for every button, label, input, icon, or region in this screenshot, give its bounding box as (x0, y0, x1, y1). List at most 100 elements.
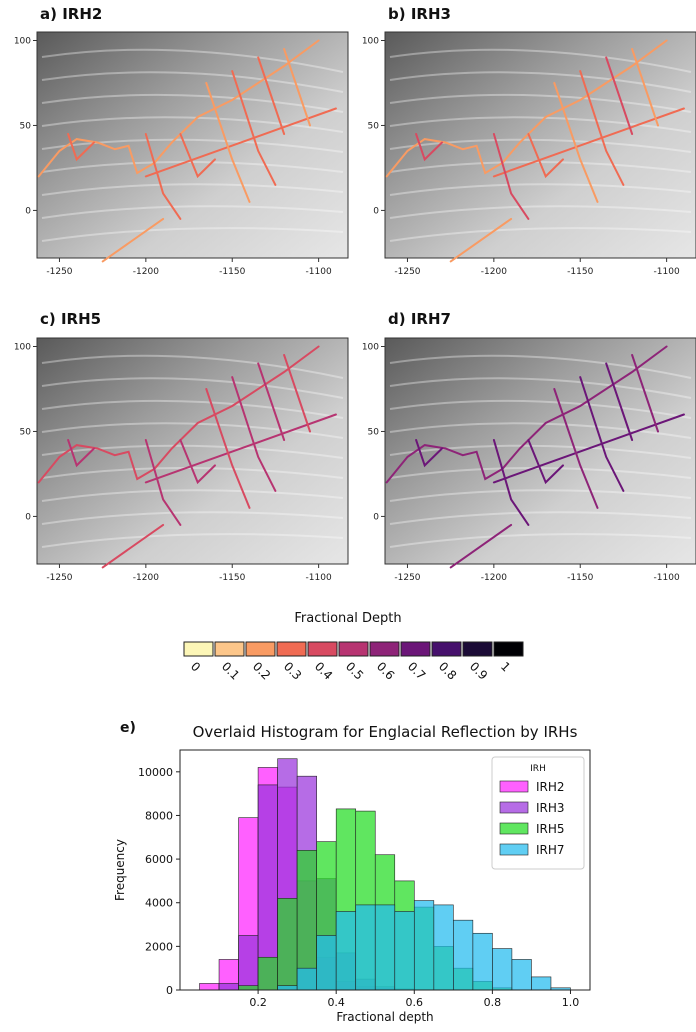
colorbar-tick-label: 0.8 (436, 659, 459, 682)
y-tick-label: 50 (20, 427, 32, 437)
legend-title: IRH (530, 764, 546, 774)
terrain-ridge (389, 71, 692, 93)
legend-swatch (499, 843, 529, 856)
radar-track (492, 413, 685, 484)
legend-swatch (499, 801, 529, 814)
x-tick-label: 0.8 (484, 996, 502, 1009)
terrain-ridge (389, 489, 692, 502)
map-3: -1250 -1200 -1150 -1100 100 50 0 (362, 337, 696, 583)
radar-track (37, 39, 320, 178)
terrain-ridge (41, 116, 344, 133)
radar-track (492, 439, 530, 526)
x-tick-label: -1200 (133, 267, 159, 277)
radar-track (205, 82, 251, 203)
radar-track (231, 70, 277, 186)
colorbar-swatch (493, 641, 524, 657)
terrain-ridge (41, 399, 344, 419)
colorbar-swatch (369, 641, 400, 657)
radar-track (257, 56, 286, 135)
chart-title: Overlaid Histogram for Englacial Reflect… (192, 723, 578, 741)
radar-track (283, 48, 311, 127)
histogram-chart: 0.2 0.4 0.6 0.8 1.0 0 2000 4000 6000 8000 10000 Fra… (113, 749, 591, 1024)
legend-swatch (499, 780, 529, 793)
terrain-ridge (41, 377, 344, 399)
terrain-ridge (389, 444, 692, 459)
y-tick-label: 100 (362, 342, 379, 352)
histogram-bar (238, 985, 259, 991)
radar-track (579, 376, 625, 492)
panel-label: d) IRH7 (388, 310, 451, 328)
radar-track (605, 362, 634, 441)
terrain-ridge (389, 377, 692, 399)
histogram-bar (296, 967, 317, 991)
radar-track (527, 133, 564, 179)
map-2: -1250 -1200 -1150 -1100 100 50 0 (14, 337, 349, 583)
terrain-ridge (41, 93, 344, 113)
x-tick-label: -1200 (481, 573, 507, 583)
x-tick-label: 0.2 (249, 996, 267, 1009)
map-panel-c: c) IRH5 (0, 305, 348, 595)
y-tick-label: 0 (25, 512, 31, 522)
terrain-ridge (41, 205, 344, 219)
y-tick-label: 50 (368, 427, 380, 437)
x-tick-label: -1250 (394, 573, 420, 583)
radar-track (205, 388, 251, 509)
histogram-bar (433, 904, 454, 991)
map-panel-b: b) IRH3 (348, 0, 696, 290)
colorbar-swatch (276, 641, 307, 657)
radar-track (144, 133, 182, 220)
x-tick-label: -1250 (394, 267, 420, 277)
histogram-bar (355, 904, 376, 991)
x-tick-label: -1150 (567, 573, 593, 583)
y-tick-label: 8000 (145, 809, 173, 822)
map-panel-a: a) IRH2 (0, 0, 348, 290)
colorbar-swatch (462, 641, 493, 657)
radar-track (415, 133, 443, 162)
radar-track (101, 523, 165, 569)
terrain-ridge (41, 138, 344, 153)
radar-track (385, 39, 668, 178)
y-tick-label: 100 (14, 36, 31, 46)
radar-track (579, 70, 625, 186)
colorbar-tick-label: 0.2 (250, 659, 273, 682)
radar-track (144, 439, 182, 526)
y-tick-label: 10000 (138, 766, 173, 779)
plot-frame (179, 749, 591, 991)
colorbar-swatch (245, 641, 276, 657)
terrain-ridge (41, 71, 344, 93)
histogram-bar (238, 935, 259, 991)
radar-track (631, 354, 659, 433)
maps-layer: -1250 -1200 -1150 -1100 100 50 0 -1250 -1200 -115… (14, 31, 696, 583)
x-tick-label: -1100 (654, 573, 680, 583)
histogram-bar (492, 948, 513, 991)
colorbar: 0 0.1 0.2 0.3 0.4 0.5 0.6 0.7 0.8 0.9 1 (183, 641, 524, 683)
colorbar-swatch (431, 641, 462, 657)
terrain-ridge (41, 489, 344, 502)
radar-track (67, 439, 95, 468)
colorbar-swatch (183, 641, 214, 657)
terrain-ridge (41, 354, 344, 379)
terrain-ridge (389, 422, 692, 439)
legend: IRH IRH2 IRH3 IRH5 IRH7 (491, 756, 585, 870)
radar-track (179, 439, 216, 485)
radar-track (553, 82, 599, 203)
x-tick-label: 0.6 (406, 996, 424, 1009)
map-background (384, 31, 696, 259)
map-background (36, 337, 349, 565)
colorbar-swatch (338, 641, 369, 657)
y-tick-label: 0 (373, 512, 379, 522)
colorbar-swatch (214, 641, 245, 657)
legend-label: IRH5 (536, 822, 565, 836)
x-tick-label: 1.0 (562, 996, 580, 1009)
radar-track (605, 56, 634, 135)
terrain-ridge (389, 533, 692, 548)
terrain-ridge (389, 511, 692, 525)
terrain-ridge (41, 183, 344, 196)
y-axis-label: Frequency (113, 839, 127, 901)
colorbar-tick-label: 1 (498, 659, 513, 674)
radar-track (631, 48, 659, 127)
radar-track (415, 439, 443, 468)
radar-track (144, 107, 337, 178)
radar-track (449, 523, 513, 569)
x-tick-label: -1150 (567, 267, 593, 277)
